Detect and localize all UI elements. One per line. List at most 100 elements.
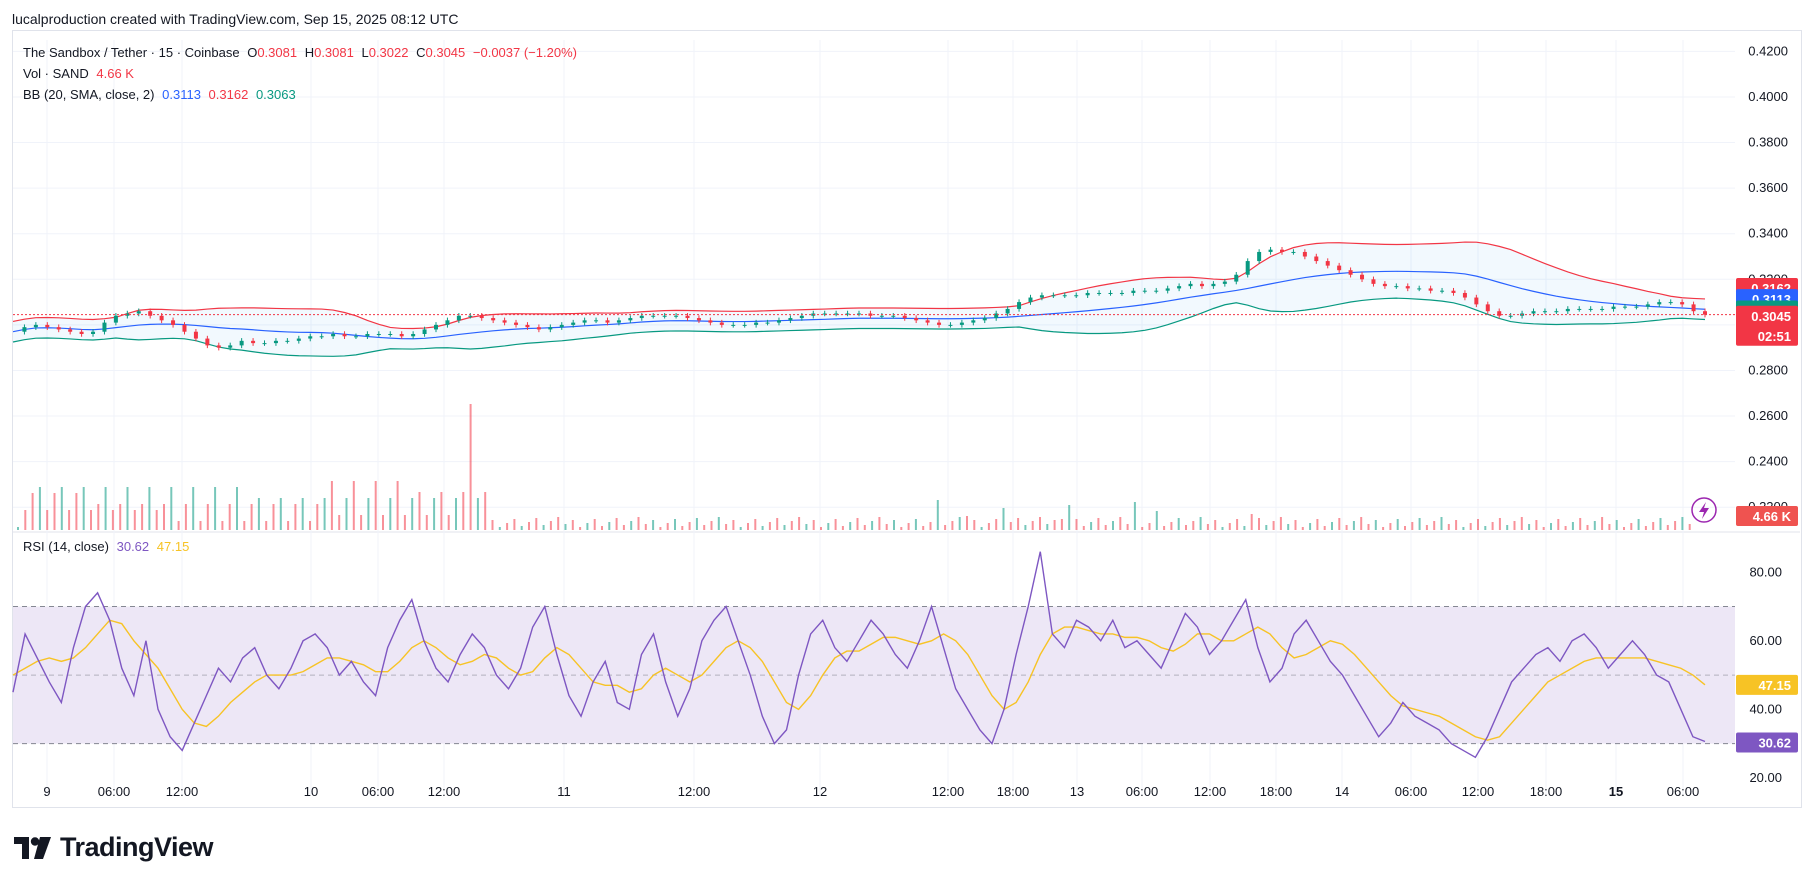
volume-bar <box>119 504 122 530</box>
candle-body <box>994 313 999 319</box>
volume-bar <box>396 481 399 530</box>
close-value: 0.3045 <box>425 45 466 60</box>
volume-bar <box>1455 520 1458 530</box>
volume-bar <box>192 487 195 530</box>
volume-label[interactable]: Vol · SAND <box>23 66 89 81</box>
candle-body <box>113 315 118 323</box>
candle-body <box>1542 311 1547 313</box>
volume-bar <box>97 504 100 530</box>
candle-body <box>456 315 461 321</box>
volume-bar <box>46 510 49 530</box>
low-value: 0.3022 <box>368 45 409 60</box>
volume-bar <box>1133 502 1136 530</box>
footer-brand[interactable]: TradingView <box>14 832 214 863</box>
volume-bar <box>1564 526 1567 530</box>
price-badge: 0.3045 <box>1751 309 1791 324</box>
volume-bar <box>834 519 837 530</box>
candle-body <box>1268 249 1273 252</box>
bb-basis-value: 0.3113 <box>162 87 201 102</box>
volume-legend: Vol · SAND 4.66 K <box>23 66 138 81</box>
bb-label[interactable]: BB (20, SMA, close, 2) <box>23 87 155 102</box>
volume-bar <box>294 504 297 530</box>
time-tick-label: 13 <box>1070 784 1084 799</box>
high-value: 0.3081 <box>314 45 354 60</box>
volume-bar <box>498 527 501 530</box>
candle-body <box>308 336 313 339</box>
volume-bar <box>1506 525 1509 530</box>
time-tick-label: 12:00 <box>166 784 199 799</box>
candlesticks <box>13 246 1735 351</box>
volume-bar <box>1360 517 1363 530</box>
candle-body <box>296 338 301 341</box>
volume-bar <box>1623 527 1625 530</box>
volume-bar <box>1206 524 1209 530</box>
candle-body <box>1485 304 1490 312</box>
candle-body <box>1188 283 1193 287</box>
candle-body <box>399 334 404 337</box>
volume-bar <box>104 487 107 530</box>
candle-body <box>1348 270 1353 275</box>
volume-bar <box>228 504 231 530</box>
candle-body <box>1257 251 1262 262</box>
rsi-value: 30.62 <box>116 539 150 554</box>
volume-bar <box>1338 518 1341 530</box>
candle-body <box>171 320 176 325</box>
volume-bar <box>1418 518 1421 530</box>
volume-bar <box>922 526 925 530</box>
volume-bar <box>1141 527 1144 530</box>
candle-body <box>45 324 50 328</box>
volume-bar <box>1586 525 1589 530</box>
candle-body <box>891 315 896 317</box>
lightning-circle <box>1691 497 1717 523</box>
candle-body <box>1371 279 1376 284</box>
symbol-title[interactable]: The Sandbox / Tether · 15 · Coinbase <box>23 45 240 60</box>
volume-bar <box>717 517 720 530</box>
candle-body <box>91 331 96 334</box>
volume-bar <box>24 510 27 530</box>
volume-bar <box>1097 518 1100 530</box>
time-axis: 9 06:00 12:00 10 06:00 12:00 11 12:00 12 12:00 18:… <box>43 784 1699 799</box>
candle-body <box>1062 295 1067 297</box>
candle-body <box>1440 290 1445 292</box>
volume-bar <box>1090 522 1093 530</box>
candle-body <box>799 315 804 319</box>
chart-frame[interactable] <box>12 30 1802 808</box>
candle-body <box>639 315 644 319</box>
candle-body <box>1600 308 1605 310</box>
candle-body <box>159 315 164 321</box>
volume-bar <box>403 515 406 530</box>
volume-bar <box>1170 522 1173 530</box>
rsi-label[interactable]: RSI (14, close) <box>23 539 109 554</box>
volume-bar <box>68 510 71 530</box>
time-tick-label: 12:00 <box>428 784 461 799</box>
volume-bar <box>1440 517 1443 530</box>
candle-body <box>1039 295 1044 298</box>
change-value: −0.0037 (−1.20%) <box>472 45 577 60</box>
volume-bar <box>1243 526 1246 530</box>
time-tick-label: 06:00 <box>362 784 395 799</box>
volume-bar <box>1382 527 1385 530</box>
volume-bar <box>725 524 728 530</box>
candle-body <box>1337 265 1342 271</box>
price-axis: 0.42000.40000.38000.36000.34000.32000.30… <box>1748 43 1788 784</box>
volume-bar <box>1674 521 1677 530</box>
time-tick-label: 18:00 <box>1260 784 1293 799</box>
volume-bar <box>987 523 990 530</box>
candle-body <box>228 345 233 348</box>
volume-bar <box>878 517 881 530</box>
volume-bar <box>1498 518 1501 530</box>
volume-bar <box>1053 520 1056 530</box>
price-tick-label: 0.3800 <box>1748 135 1788 150</box>
candle-body <box>1611 306 1616 309</box>
candle-body <box>879 315 884 317</box>
volume-bar <box>622 525 625 530</box>
candle-body <box>273 340 278 344</box>
volume-bar <box>1279 517 1282 530</box>
time-tick-label: 12:00 <box>1462 784 1495 799</box>
candle-body <box>1691 304 1696 312</box>
volume-bar <box>557 517 560 530</box>
candle-body <box>685 315 690 319</box>
bb-upper-line <box>12 241 1706 330</box>
